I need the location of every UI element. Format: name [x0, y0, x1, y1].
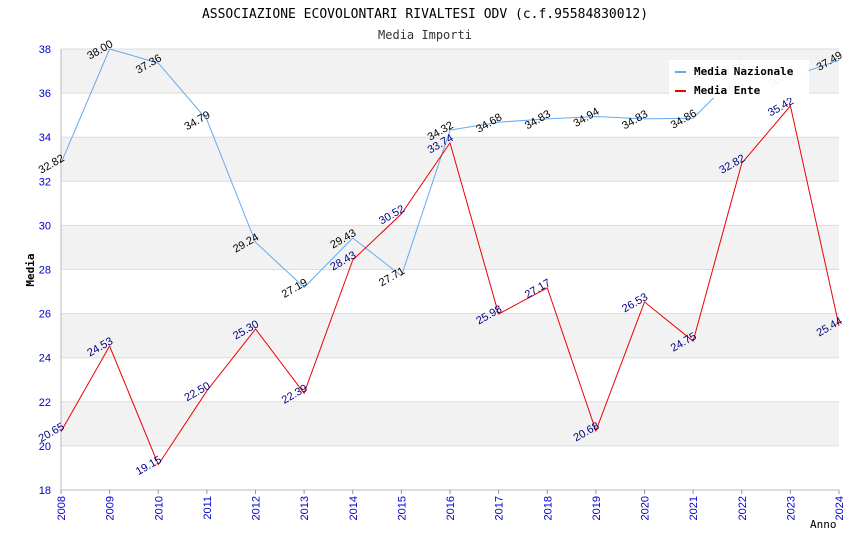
chart-subtitle: Media Importi [378, 28, 472, 42]
x-tick-label: 2013 [299, 496, 311, 520]
x-tick-label: 2021 [688, 496, 700, 520]
x-tick-label: 2008 [56, 496, 68, 520]
data-label: 22.50 [183, 380, 213, 404]
x-tick-label: 2022 [737, 496, 749, 520]
data-label: 34.68 [474, 111, 504, 135]
grid-bands [61, 49, 839, 446]
grid-band [61, 313, 839, 358]
x-tick-label: 2016 [445, 496, 457, 520]
y-tick-label: 22 [39, 397, 51, 409]
x-tick-label: 2020 [640, 496, 652, 520]
data-label: 27.19 [280, 277, 310, 301]
x-tick-label: 2009 [105, 496, 117, 520]
series-line-0 [60, 48, 840, 289]
grid-band [61, 401, 839, 446]
data-label: 27.17 [523, 277, 553, 301]
x-tick-label: 2014 [348, 496, 360, 520]
y-axis-ticks: 18 20 22 24 26 28 30 32 34 36 38 [39, 44, 51, 497]
grid-lines [60, 48, 839, 491]
x-tick-label: 2015 [396, 496, 408, 520]
data-label: 35.42 [766, 95, 796, 119]
y-tick-label: 28 [39, 265, 51, 277]
legend: Media Nazionale Media Ente [669, 60, 809, 98]
x-tick-label: 2012 [251, 496, 263, 520]
chart-title: ASSOCIAZIONE ECOVOLONTARI RIVALTESI ODV … [202, 7, 648, 22]
x-axis-label: Anno [810, 518, 837, 531]
y-tick-label: 20 [39, 441, 51, 453]
data-label: 34.94 [572, 106, 602, 130]
legend-label-nazionale: Media Nazionale [694, 65, 794, 78]
x-tick-label: 2024 [834, 496, 846, 520]
data-label: 19.15 [134, 454, 164, 478]
y-tick-label: 24 [39, 353, 51, 365]
y-tick-label: 30 [39, 220, 51, 232]
y-tick-label: 32 [39, 176, 51, 188]
series-line-1 [60, 104, 840, 466]
y-tick-label: 18 [39, 485, 51, 497]
legend-box [669, 60, 809, 98]
y-tick-label: 36 [39, 88, 51, 100]
x-tick-label: 2010 [153, 496, 165, 520]
x-axis-ticks: 2008 2009 2010 2011 2012 2013 2014 2015 2016 2017… [56, 490, 846, 520]
data-label: 26.53 [620, 291, 650, 315]
data-label: 34.86 [669, 107, 699, 131]
x-tick-label: 2018 [542, 496, 554, 520]
y-axis-label: Media [24, 253, 37, 286]
data-label: 30.52 [377, 203, 407, 227]
data-label: 34.83 [620, 108, 650, 132]
x-tick-label: 2019 [591, 496, 603, 520]
x-tick-label: 2011 [202, 496, 214, 520]
y-tick-label: 34 [39, 132, 51, 144]
x-tick-label: 2017 [494, 496, 506, 520]
y-tick-label: 26 [39, 309, 51, 321]
data-label: 34.83 [523, 108, 553, 132]
data-label: 34.79 [183, 109, 213, 133]
grid-band [61, 225, 839, 270]
legend-label-ente: Media Ente [694, 84, 761, 97]
x-tick-label: 2023 [785, 496, 797, 520]
y-tick-label: 38 [39, 44, 51, 56]
